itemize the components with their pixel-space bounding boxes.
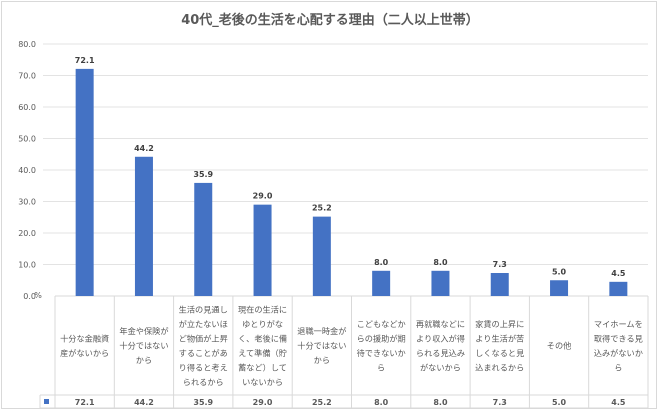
category-label: 現在の生活にゆとりがなく、老後に備えて準備（貯蓄など）していないから — [238, 304, 287, 387]
category-label: その他 — [547, 341, 572, 351]
data-label: 8.0 — [374, 258, 389, 267]
data-label: 25.2 — [312, 204, 332, 213]
bar — [609, 281, 628, 296]
category-label: こどもなどからの援助が期待できないから — [357, 319, 406, 373]
data-label: 4.5 — [611, 269, 626, 278]
bar — [490, 273, 509, 296]
bar — [253, 204, 272, 296]
category-label: 退職一時金が十分ではないから — [297, 326, 346, 365]
y-tick-label: 70.0 — [18, 72, 36, 81]
y-tick-label: 20.0 — [18, 229, 36, 238]
y-tick-label: 40.0 — [18, 166, 36, 175]
category-label: 家賃の上昇により生活が苦しくなると見込まれるから — [475, 319, 524, 373]
y-tick-label: 30.0 — [18, 198, 36, 207]
category-label: 生活の見通しが立たないほど物価が上昇することがあり得ると考えられるから — [179, 304, 228, 387]
bar — [75, 68, 94, 296]
category-label: マイホームを取得できる見込みがないから — [594, 319, 643, 373]
y-tick-label: 50.0 — [18, 135, 36, 144]
legend-key — [44, 399, 49, 404]
table-value: 4.5 — [611, 398, 626, 407]
y-axis-label: % — [34, 291, 42, 300]
y-tick-label: 80.0 — [18, 40, 36, 49]
bar — [134, 156, 153, 296]
table-value: 5.0 — [552, 398, 567, 407]
category-label: 年金や保険が十分ではないから — [119, 326, 168, 365]
bar — [550, 280, 569, 296]
data-label: 29.0 — [253, 192, 273, 201]
bar — [372, 270, 391, 296]
table-value: 8.0 — [374, 398, 389, 407]
data-label: 35.9 — [193, 170, 213, 179]
bar — [194, 182, 213, 296]
table-value: 72.1 — [75, 398, 95, 407]
y-tick-label: 10.0 — [18, 261, 36, 270]
data-label: 5.0 — [552, 267, 567, 276]
category-label: 十分な金融資産がないから — [60, 333, 109, 358]
table-value: 7.3 — [493, 398, 507, 407]
y-tick-label: 0.0 — [23, 292, 36, 301]
data-label: 7.3 — [493, 260, 507, 269]
table-value: 25.2 — [312, 398, 332, 407]
bar — [431, 270, 450, 296]
data-label: 8.0 — [433, 258, 448, 267]
chart-title: 40代_老後の生活を心配する理由（二人以上世帯） — [181, 12, 479, 28]
bar — [312, 216, 331, 296]
table-value: 29.0 — [253, 398, 273, 407]
table-value: 8.0 — [433, 398, 448, 407]
category-label: 再就職などにより収入が得られる見込みがないから — [416, 319, 465, 373]
data-label: 44.2 — [134, 144, 154, 153]
table-value: 35.9 — [193, 398, 213, 407]
y-tick-label: 60.0 — [18, 103, 36, 112]
data-label: 72.1 — [75, 56, 95, 65]
table-value: 44.2 — [134, 398, 154, 407]
